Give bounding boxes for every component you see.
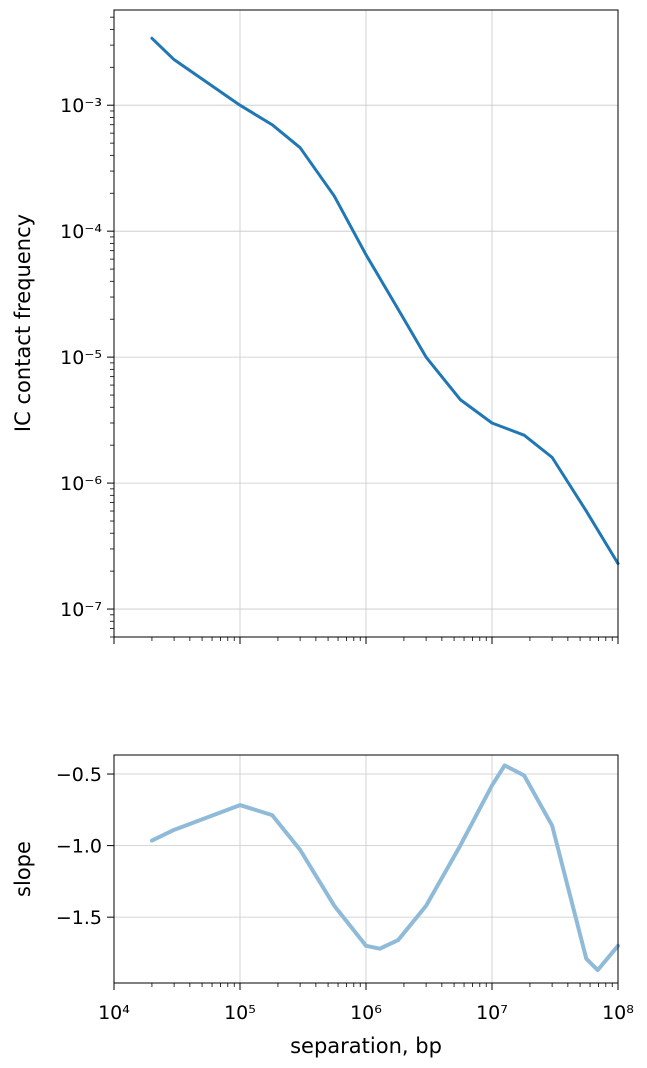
x-tick-label: 10⁶	[350, 1002, 382, 1024]
x-tick-label: 10⁵	[224, 1002, 256, 1024]
data-line	[150, 36, 620, 565]
x-tick-label: 10⁷	[476, 1002, 508, 1024]
y-axis-label: IC contact frequency	[11, 214, 35, 432]
x-tick-label: 10⁸	[602, 1002, 634, 1024]
y-tick-label: −1.5	[56, 907, 102, 929]
y-tick-label: 10⁻⁷	[60, 599, 102, 621]
y-tick-label: −0.5	[56, 764, 102, 786]
data-line	[149, 763, 620, 973]
y-tick-label: 10⁻⁶	[60, 473, 102, 495]
x-tick-label: 10⁴	[98, 1002, 130, 1024]
y-tick-label: 10⁻⁵	[60, 347, 102, 369]
y-tick-label: 10⁻³	[60, 95, 102, 117]
axes-frame	[113, 9, 619, 638]
y-tick-label: −1.0	[56, 836, 102, 858]
x-axis-label: separation, bp	[290, 1034, 442, 1058]
y-tick-label: 10⁻⁴	[60, 221, 102, 243]
y-axis-label: slope	[11, 841, 35, 897]
axes-frame	[113, 754, 619, 984]
